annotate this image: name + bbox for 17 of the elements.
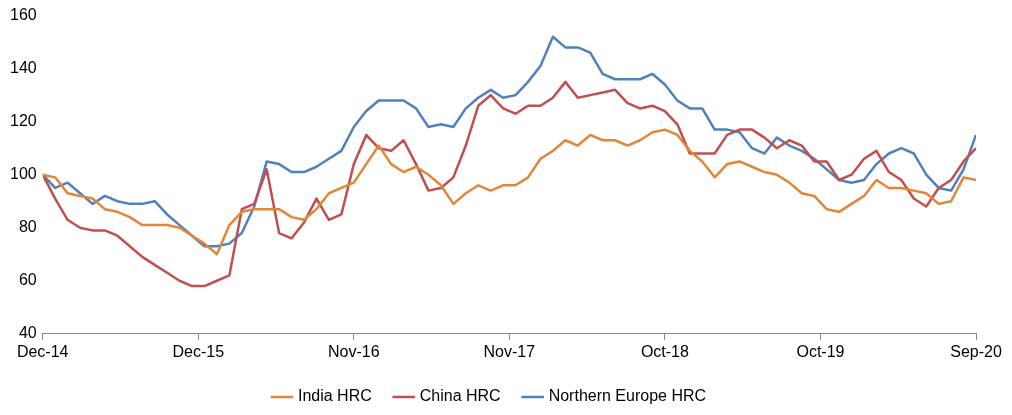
y-tick-label: 40 xyxy=(18,324,37,342)
x-tick-label: Dec-14 xyxy=(16,342,69,360)
y-tick-label: 100 xyxy=(9,165,37,183)
legend-label: Northern Europe HRC xyxy=(548,387,707,405)
y-tick-label: 80 xyxy=(18,218,37,236)
x-tick-label: Nov-17 xyxy=(483,342,536,360)
x-tick-label: Dec-15 xyxy=(172,342,225,360)
y-tick-label: 60 xyxy=(18,271,37,289)
y-tick-label: 120 xyxy=(9,112,37,130)
x-tick-label: Nov-16 xyxy=(328,342,380,360)
y-tick-label: 160 xyxy=(9,6,37,24)
x-tick-label: Oct-19 xyxy=(796,342,845,360)
y-tick-label: 140 xyxy=(9,59,37,77)
legend-label: India HRC xyxy=(297,387,372,405)
x-tick-label: Oct-18 xyxy=(640,342,690,360)
legend-label: China HRC xyxy=(419,387,501,405)
x-tick-label: Sep-20 xyxy=(950,342,1002,360)
